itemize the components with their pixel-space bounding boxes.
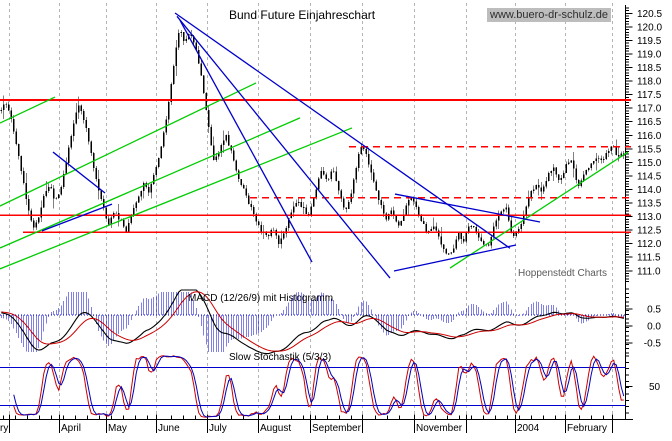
svg-text:-0.5: -0.5 [644,339,662,350]
svg-text:119.0: 119.0 [637,49,662,60]
svg-text:111.0: 111.0 [637,266,661,277]
svg-text:ry: ry [0,423,8,434]
svg-text:117.5: 117.5 [637,90,662,101]
svg-text:118.0: 118.0 [637,77,662,88]
svg-text:119.5: 119.5 [637,36,662,47]
svg-text:115.5: 115.5 [637,144,662,155]
svg-text:120.0: 120.0 [637,22,662,33]
svg-text:116.5: 116.5 [637,117,662,128]
svg-text:120.5: 120.5 [637,9,662,20]
svg-text:112.5: 112.5 [637,226,662,237]
svg-text:August: August [260,423,291,434]
svg-text:118.5: 118.5 [637,63,662,74]
svg-text:2004: 2004 [517,423,540,434]
svg-text:February: February [567,423,607,434]
svg-text:November: November [416,423,463,434]
svg-text:July: July [209,423,227,434]
svg-text:114.5: 114.5 [637,171,662,182]
svg-text:June: June [158,423,180,434]
svg-text:April: April [61,423,81,434]
svg-text:September: September [312,423,362,434]
credit-label: Hoppenstedt Charts [518,268,607,279]
svg-text:114.0: 114.0 [637,185,662,196]
svg-text:116.0: 116.0 [637,131,662,142]
svg-text:0.0: 0.0 [647,322,661,333]
svg-text:May: May [108,423,127,434]
page-title: Bund Future Einjahreschart [229,8,376,22]
svg-text:117.0: 117.0 [637,104,662,115]
watermark-badge: www.buero-dr-schulz.de [487,8,611,22]
svg-text:113.5: 113.5 [637,199,662,210]
svg-text:115.0: 115.0 [637,158,662,169]
svg-text:113.0: 113.0 [637,212,662,223]
macd-panel-label: MACD (12/26/9) mit Histogramm [188,293,334,304]
svg-text:50: 50 [649,382,661,393]
stoch-panel-label: Slow Stochastik (5/3/3) [229,352,332,363]
svg-text:0.5: 0.5 [647,305,661,316]
svg-text:112.0: 112.0 [637,239,662,250]
svg-text:111.5: 111.5 [637,253,661,264]
